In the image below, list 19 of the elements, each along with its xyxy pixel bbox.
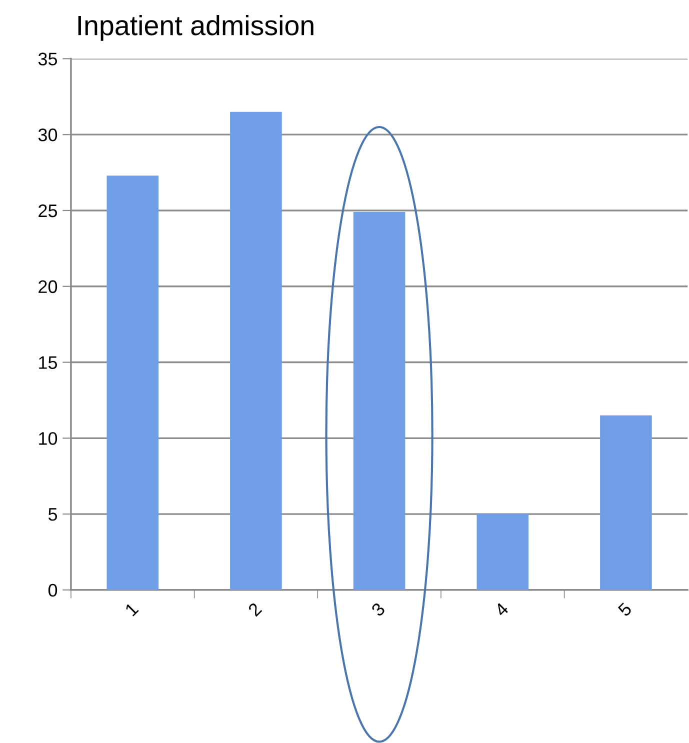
- chart-title: Inpatient admission: [78, 14, 314, 41]
- y-tick-label: 0: [48, 584, 58, 597]
- y-tick-label: 20: [38, 280, 58, 294]
- y-tick-label: 30: [38, 128, 58, 142]
- x-tick-label: 3: [370, 602, 386, 618]
- y-tick-label: 5: [48, 508, 58, 521]
- bar: [476, 514, 529, 590]
- x-tick-label: 2: [247, 602, 262, 617]
- bar: [106, 176, 159, 590]
- bar: [230, 112, 282, 590]
- y-tick-label: 25: [38, 204, 58, 218]
- y-tick-label: 15: [39, 356, 58, 369]
- x-tick-label: 4: [494, 602, 510, 618]
- x-tick-label: 5: [617, 602, 632, 618]
- y-tick-label: 35: [38, 52, 58, 66]
- y-tick-label: 10: [39, 432, 58, 445]
- bar: [600, 415, 652, 590]
- x-tick-label: 1: [124, 602, 139, 616]
- bar: [353, 212, 406, 590]
